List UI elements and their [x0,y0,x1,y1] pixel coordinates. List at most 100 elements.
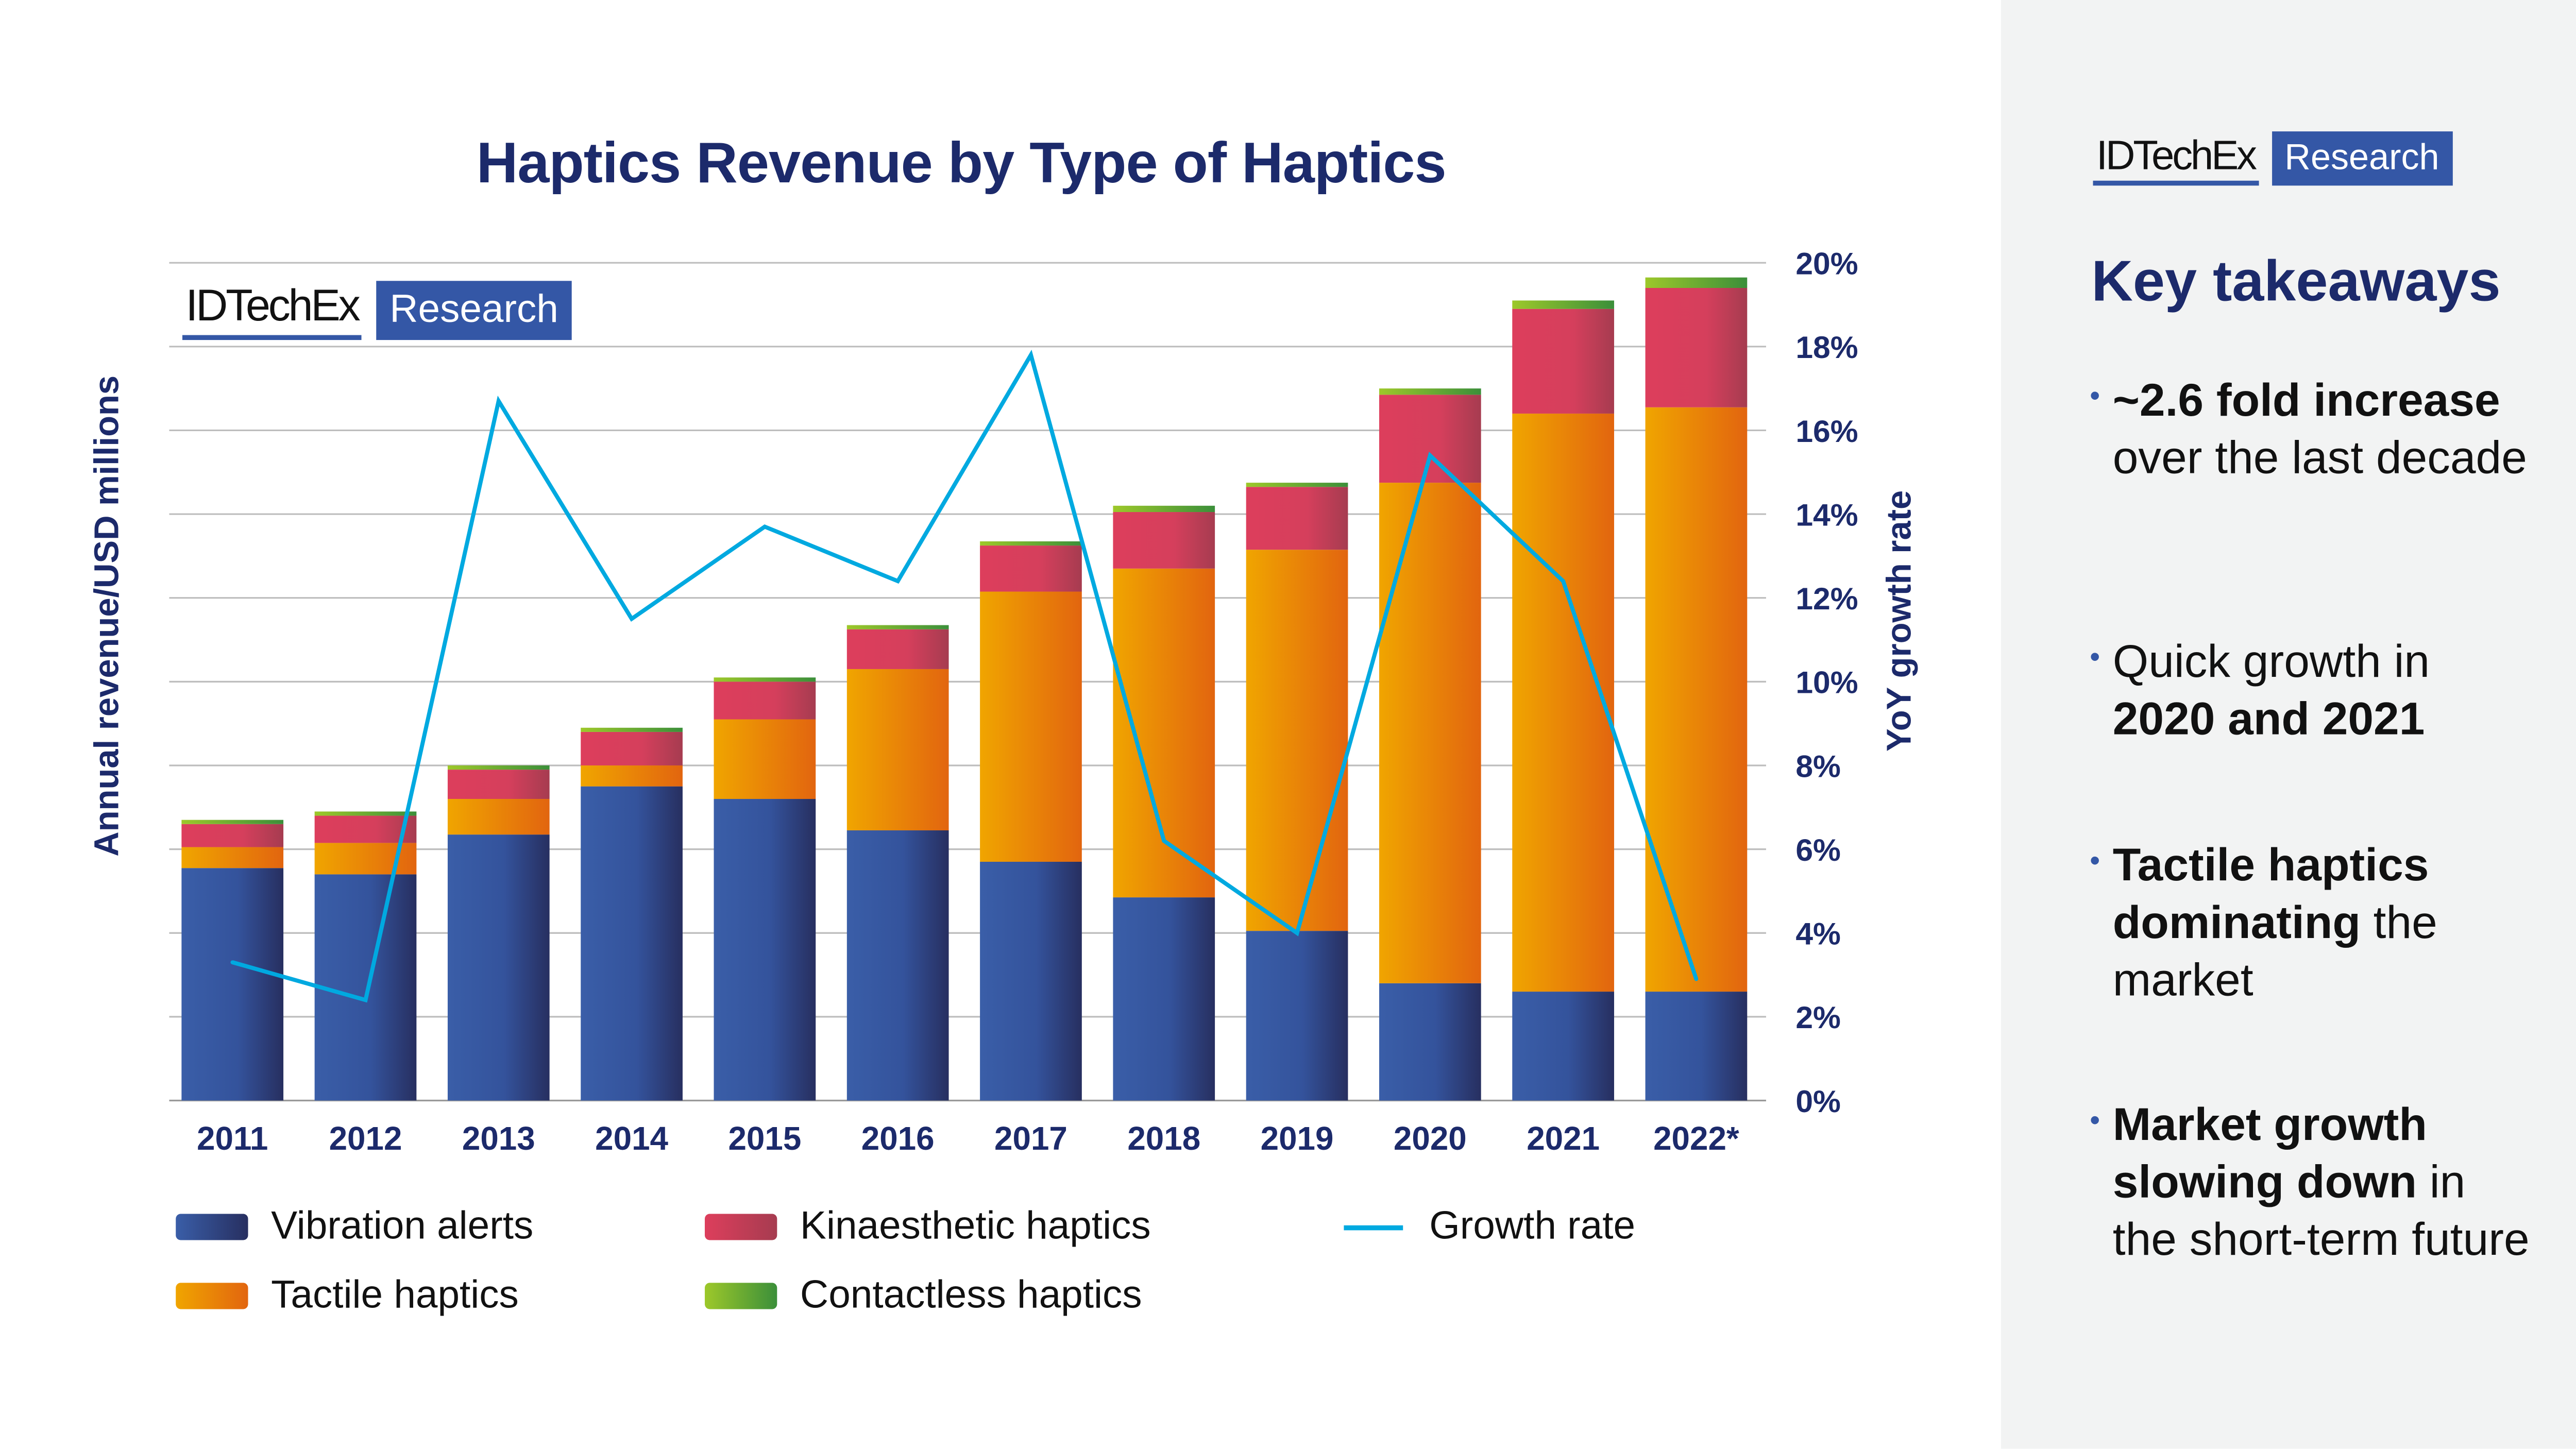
bar-kinaesthetic-haptics [181,824,284,847]
y2-tick-label: 6% [1795,832,1841,867]
takeaway-text: ~2.6 fold increase [2112,374,2500,425]
legend-item: Kinaesthetic haptics [704,1204,1151,1250]
y2-axis-label: YoY growth rate [1880,490,1919,752]
x-tick-label: 2011 [197,1120,268,1157]
bar-vibration-alerts [1379,983,1481,1101]
bar-contactless-haptics [714,677,816,682]
legend-item: Growth rate [1344,1204,1635,1250]
bar-tactile-haptics [447,799,550,835]
y2-tick-label: 4% [1795,916,1841,951]
x-tick-label: 2022* [1653,1120,1739,1157]
bar-kinaesthetic-haptics [581,731,683,765]
bullet-icon: • [2090,379,2100,413]
legend-label: Growth rate [1429,1204,1636,1249]
sidebar-logo: IDTechEx Research [2093,131,2453,186]
growth-rate-point [895,579,900,584]
sidebar [2001,0,2576,1449]
growth-rate-point [496,399,501,403]
bar-contactless-haptics [1113,505,1215,513]
growth-rate-line [232,349,1699,1003]
bar-vibration-alerts [1113,897,1215,1101]
growth-rate-point [1029,353,1033,357]
legend-label: Kinaesthetic haptics [800,1204,1151,1249]
growth-rate-point [1561,579,1565,584]
bar-contactless-haptics [447,765,550,770]
bar-tactile-haptics [1246,550,1348,931]
bullet-icon: • [2090,844,2100,877]
bar-vibration-alerts [314,874,417,1101]
x-tick-label: 2013 [462,1120,535,1157]
bar-tactile-haptics [1379,483,1481,983]
x-tick-label: 2019 [1261,1120,1334,1157]
chart-logo: IDTechEx Research [182,281,572,340]
takeaway-item: • Quick growth in 2020 and 2021 [2090,633,2533,747]
takeaway-item: • ~2.6 fold increase over the last decade [2090,371,2533,486]
bar-contactless-haptics [181,820,284,824]
legend-swatch [704,1283,777,1309]
bar-vibration-alerts [1246,931,1348,1101]
y2-tick-label: 2% [1795,1000,1841,1035]
y2-tick-label: 10% [1795,665,1858,700]
y2-tick-label: 12% [1795,581,1858,616]
bar-vibration-alerts [1645,992,1748,1101]
bar-tactile-haptics [1645,407,1748,992]
x-tick-label: 2020 [1394,1120,1467,1157]
y2-tick-label: 14% [1795,497,1858,532]
bar-tactile-haptics [714,719,816,799]
bar-kinaesthetic-haptics [447,770,550,799]
bar-kinaesthetic-haptics [1379,395,1481,483]
logo-tag: Research [2271,131,2453,186]
x-tick-label: 2016 [861,1120,935,1157]
bar-contactless-haptics [980,541,1082,546]
bar-kinaesthetic-haptics [1512,309,1614,414]
legend-swatch [704,1214,777,1240]
legend-item: Contactless haptics [704,1273,1142,1319]
takeaway-text: over the last decade [2112,432,2527,483]
bar-contactless-haptics [1512,300,1614,309]
bar-tactile-haptics [181,847,284,868]
bar-tactile-haptics [581,765,683,787]
bar-tactile-haptics [980,591,1082,862]
chart-title: Haptics Revenue by Type of Haptics [476,131,1447,196]
legend-label: Contactless haptics [800,1273,1142,1318]
logo-tag: Research [376,281,572,340]
bar-contactless-haptics [1645,277,1748,288]
bar-kinaesthetic-haptics [714,681,816,720]
growth-rate-point [1162,839,1166,843]
takeaway-text: 2020 and 2021 [2112,693,2425,744]
bar-kinaesthetic-haptics [1645,287,1748,407]
takeaway-text: Quick growth in [2112,636,2430,687]
logo-brand: IDTechEx [182,281,362,340]
x-tick-label: 2018 [1127,1120,1200,1157]
takeaway-item: • Market growth slowing down in the short… [2090,1096,2533,1268]
legend-label: Tactile haptics [271,1273,519,1318]
bar-kinaesthetic-haptics [980,545,1082,592]
growth-rate-point [1295,931,1299,935]
legend-item: Tactile haptics [176,1273,519,1319]
legend-swatch [176,1214,248,1240]
x-tick-label: 2014 [595,1120,668,1157]
y-axis-label: Annual revenue/USD millions [88,376,126,857]
growth-rate-point [1428,453,1432,458]
bullet-icon: • [2090,1103,2100,1137]
y2-tick-label: 16% [1795,414,1858,449]
y2-tick-label: 0% [1795,1084,1841,1119]
bar-kinaesthetic-haptics [1246,487,1348,550]
takeaway-text: the market [2112,897,2437,1005]
y2-tick-label: 20% [1795,246,1858,281]
bar-tactile-haptics [1512,413,1614,992]
bar-contactless-haptics [1379,388,1481,395]
growth-rate-point [230,960,235,964]
x-tick-label: 2017 [994,1120,1067,1157]
y2-tick-label: 8% [1795,748,1841,783]
bar-vibration-alerts [846,830,949,1101]
sidebar-title: Key takeaways [2091,249,2501,314]
y2-tick-label: 18% [1795,330,1858,365]
bullet-icon: • [2090,640,2100,674]
growth-rate-point [762,524,767,529]
x-tick-label: 2012 [329,1120,402,1157]
growth-rate-point [1694,977,1699,981]
x-tick-label: 2015 [728,1120,801,1157]
